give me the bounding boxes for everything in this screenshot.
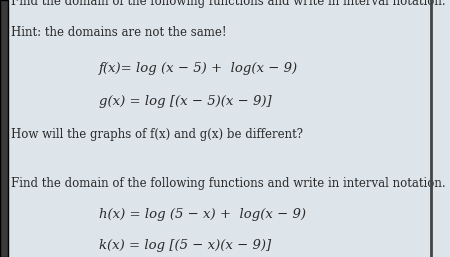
Text: g(x) = log [(x − 5)(x − 9)]: g(x) = log [(x − 5)(x − 9)] [99,95,272,108]
Text: How will the graphs of f(x) and g(x) be different?: How will the graphs of f(x) and g(x) be … [11,128,303,141]
Text: h(x) = log (5 − x) +  log(x − 9): h(x) = log (5 − x) + log(x − 9) [99,208,306,221]
Text: Find the domain of the following functions and write in interval notation.: Find the domain of the following functio… [11,177,446,190]
FancyBboxPatch shape [0,0,8,257]
Text: f(x)= log (x − 5) +  log(x − 9): f(x)= log (x − 5) + log(x − 9) [99,61,298,75]
Text: Hint: the domains are not the same!: Hint: the domains are not the same! [11,25,227,39]
Text: Find the domain of the following functions and write in interval notation.: Find the domain of the following functio… [11,0,446,8]
Text: k(x) = log [(5 − x)(x − 9)]: k(x) = log [(5 − x)(x − 9)] [99,239,271,252]
